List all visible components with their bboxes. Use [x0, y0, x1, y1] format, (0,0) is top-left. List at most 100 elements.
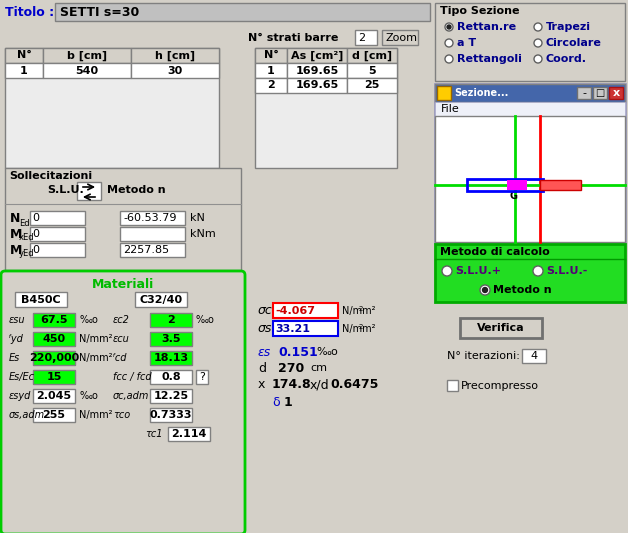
Text: δ: δ	[272, 395, 279, 408]
Text: 25: 25	[364, 80, 380, 91]
Circle shape	[445, 55, 453, 63]
Text: fcc / fcd: fcc / fcd	[113, 372, 151, 382]
Circle shape	[442, 266, 452, 276]
Text: Ed: Ed	[19, 219, 30, 228]
Bar	[30, 227, 85, 241]
Text: ᶠyd: ᶠyd	[9, 334, 24, 344]
Bar	[131, 63, 219, 78]
Text: 2.114: 2.114	[171, 429, 207, 439]
Text: Rettan.re: Rettan.re	[457, 22, 516, 32]
Circle shape	[534, 55, 542, 63]
Text: σs: σs	[258, 321, 273, 335]
Text: xEd: xEd	[19, 233, 35, 243]
Text: Metodo di calcolo: Metodo di calcolo	[440, 247, 550, 257]
Bar	[539, 180, 582, 190]
Circle shape	[534, 23, 542, 31]
Text: 0.7333: 0.7333	[149, 410, 192, 420]
Text: Circolare: Circolare	[546, 38, 602, 48]
Text: SETTI s=30: SETTI s=30	[60, 6, 139, 20]
Text: N°: N°	[16, 51, 31, 61]
Bar	[609, 87, 623, 99]
Text: 2257.85: 2257.85	[123, 245, 169, 255]
Bar	[33, 332, 75, 346]
Text: 2: 2	[358, 33, 365, 43]
Text: 169.65: 169.65	[295, 66, 338, 76]
Text: εs: εs	[258, 345, 271, 359]
Text: d [cm]: d [cm]	[352, 50, 392, 61]
Text: 3.5: 3.5	[161, 334, 181, 344]
Circle shape	[445, 23, 453, 31]
Bar	[287, 78, 347, 93]
Text: As [cm²]: As [cm²]	[291, 50, 343, 61]
Bar	[150, 389, 192, 403]
Bar	[120, 227, 185, 241]
Text: Tipo Sezione: Tipo Sezione	[440, 6, 519, 16]
Bar	[77, 182, 101, 200]
Bar	[33, 408, 75, 422]
Text: 174.8: 174.8	[272, 378, 311, 392]
Text: a T: a T	[457, 38, 476, 48]
Text: 12.25: 12.25	[153, 391, 188, 401]
Text: -: -	[582, 88, 586, 98]
Text: 220,000: 220,000	[29, 353, 79, 363]
Text: Verifica: Verifica	[477, 323, 525, 333]
Text: Rettangoli: Rettangoli	[457, 54, 522, 64]
Text: 0.8: 0.8	[161, 372, 181, 382]
Text: N/mm²: N/mm²	[342, 324, 376, 334]
Text: Es: Es	[9, 353, 20, 363]
Text: σs,adm: σs,adm	[9, 410, 45, 420]
Text: Materiali: Materiali	[92, 278, 154, 290]
Bar	[447, 380, 458, 391]
Text: Zoom: Zoom	[385, 33, 417, 43]
Text: d: d	[258, 361, 266, 375]
Text: h [cm]: h [cm]	[155, 50, 195, 61]
Bar	[33, 370, 75, 384]
Text: Sollecitazioni: Sollecitazioni	[9, 171, 92, 181]
Bar	[273, 303, 338, 318]
Bar	[120, 243, 185, 257]
Text: M: M	[10, 244, 23, 256]
Bar	[382, 30, 418, 45]
Text: 2: 2	[267, 80, 275, 91]
Bar	[435, 84, 625, 102]
Bar	[5, 168, 241, 270]
Text: B450C: B450C	[21, 295, 61, 305]
Text: σc,adm: σc,adm	[113, 391, 149, 401]
Bar	[30, 211, 85, 225]
Text: 0: 0	[32, 229, 39, 239]
Text: 0.6475: 0.6475	[330, 378, 379, 392]
Bar	[435, 102, 625, 116]
Bar	[273, 321, 338, 336]
Text: N° strati barre: N° strati barre	[248, 33, 338, 43]
Text: ‰o: ‰o	[316, 347, 338, 357]
Text: x: x	[258, 378, 266, 392]
Text: S.L.U.: S.L.U.	[47, 185, 84, 195]
Bar	[522, 349, 546, 363]
Text: ‰o: ‰o	[79, 391, 98, 401]
Text: S.L.U.+: S.L.U.+	[455, 266, 501, 276]
Text: M: M	[10, 228, 23, 240]
Text: G: G	[510, 191, 518, 201]
Text: 1: 1	[284, 395, 293, 408]
Text: kNm: kNm	[190, 229, 216, 239]
Text: N/mm²: N/mm²	[79, 410, 112, 420]
Text: Trapezi: Trapezi	[546, 22, 591, 32]
Text: ‰o: ‰o	[79, 315, 98, 325]
Text: Precompresso: Precompresso	[461, 381, 539, 391]
Bar	[255, 48, 287, 63]
Text: εc2: εc2	[113, 315, 130, 325]
Bar	[287, 48, 347, 63]
Text: 15: 15	[46, 372, 62, 382]
Bar	[196, 370, 208, 384]
Text: 30: 30	[168, 66, 183, 76]
Bar	[5, 48, 43, 63]
Bar	[577, 87, 591, 99]
Text: εsu: εsu	[9, 315, 26, 325]
Bar	[150, 408, 192, 422]
Text: 450: 450	[43, 334, 65, 344]
Bar	[33, 313, 75, 327]
Circle shape	[445, 39, 453, 47]
Text: εsyd: εsyd	[9, 391, 31, 401]
Text: Titolo :: Titolo :	[5, 6, 54, 20]
Bar	[30, 243, 85, 257]
